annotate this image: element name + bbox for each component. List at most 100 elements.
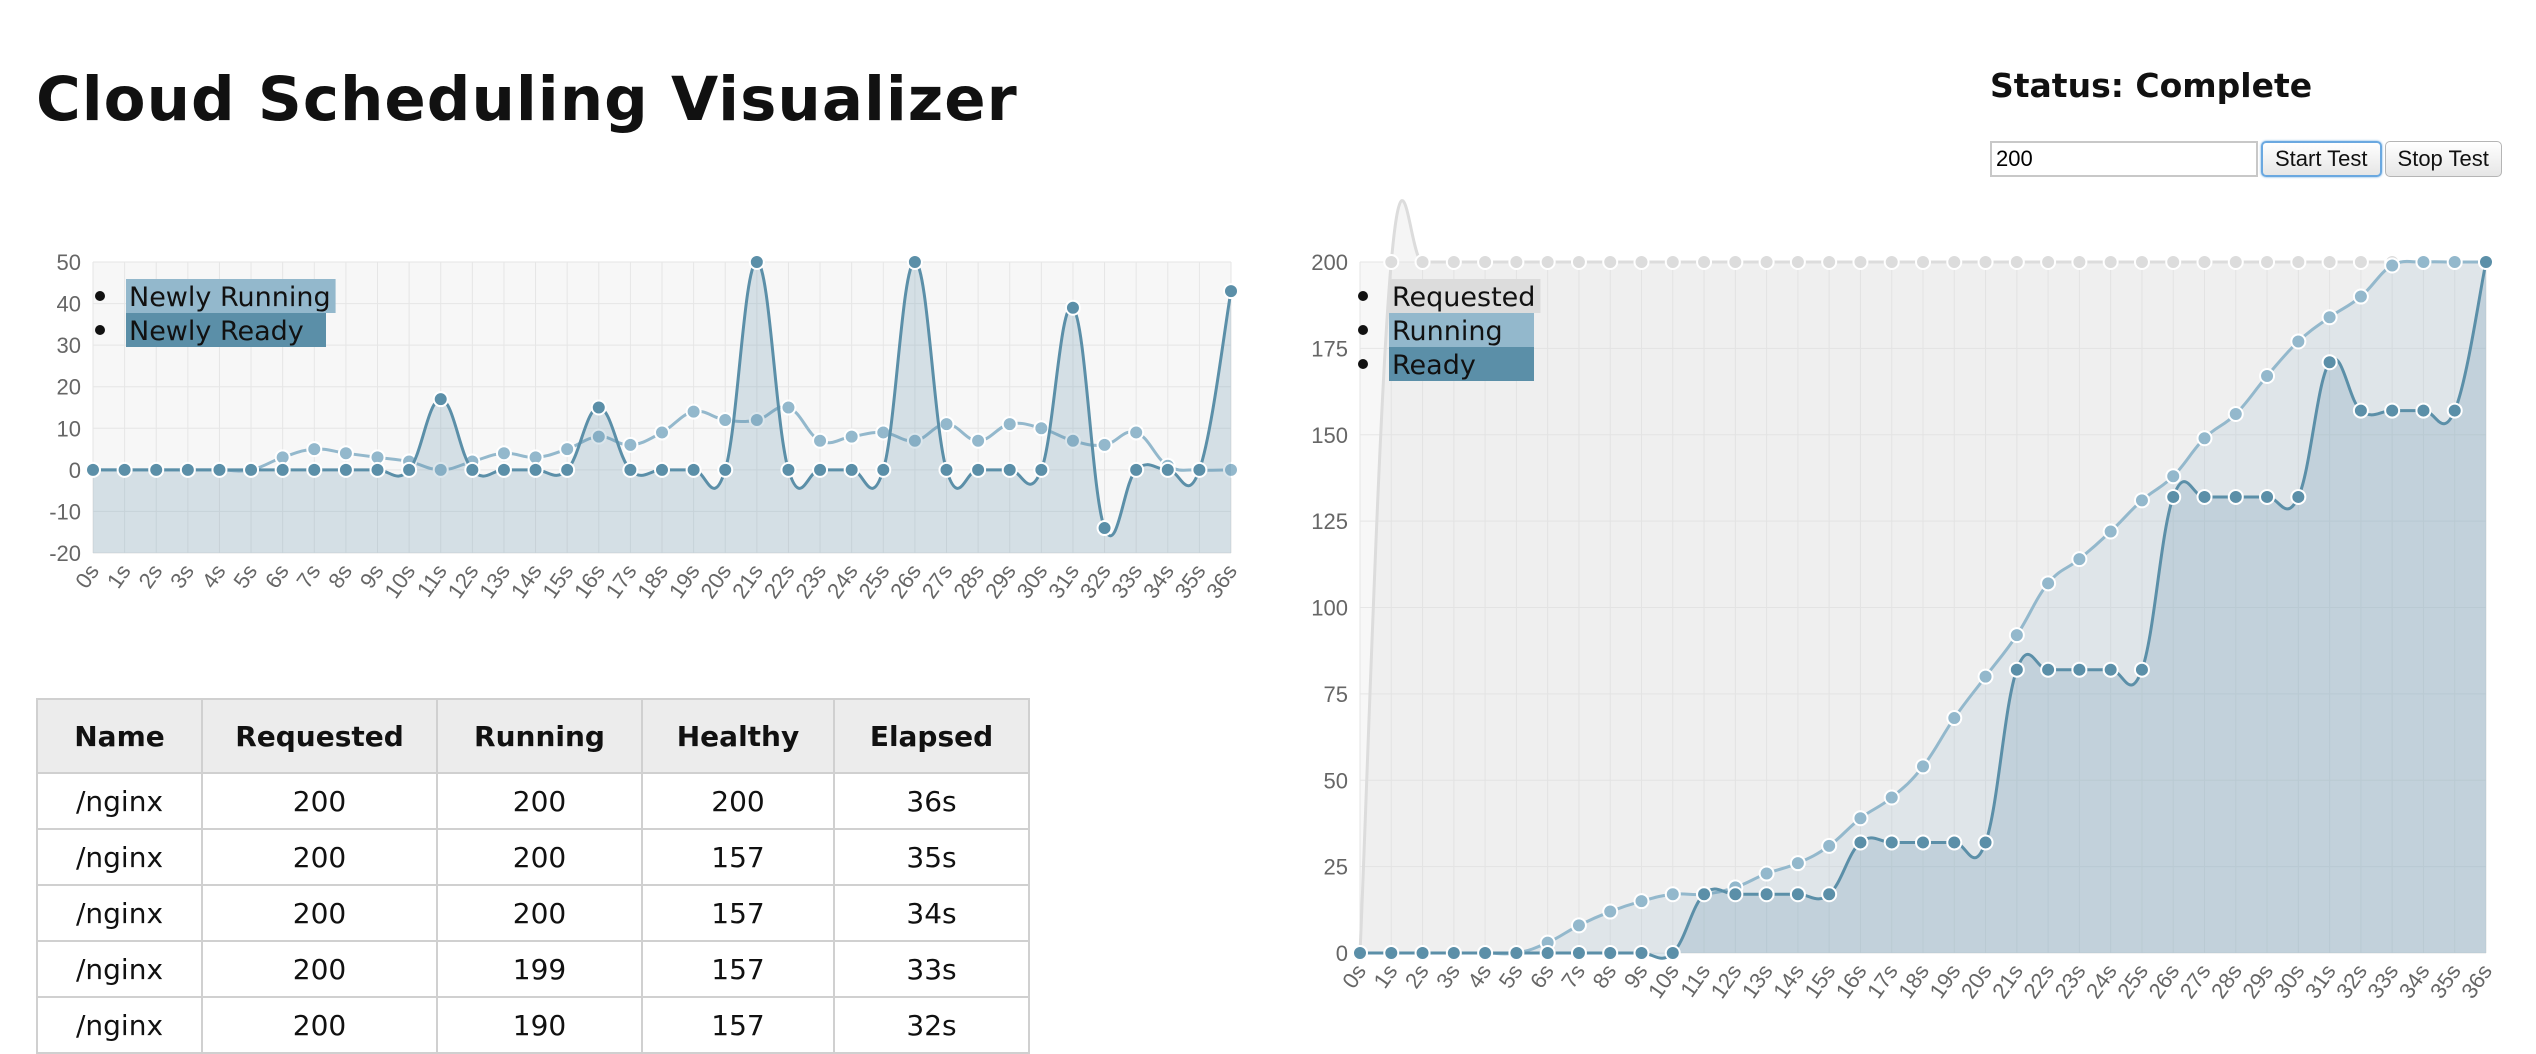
cell-requested: 200 xyxy=(201,996,438,1054)
data-point-newly-running xyxy=(559,441,576,458)
data-point-running xyxy=(2165,468,2182,485)
data-point-ready xyxy=(1789,886,1806,903)
data-point-running xyxy=(2102,523,2119,540)
data-point-ready xyxy=(1539,945,1556,961)
data-point-requested xyxy=(2196,254,2213,270)
data-point-newly-ready xyxy=(1064,299,1081,316)
data-point-newly-ready xyxy=(85,461,101,478)
data-point-running xyxy=(1758,865,1775,882)
series-area-requested xyxy=(1360,200,2486,954)
data-point-newly-ready xyxy=(337,461,354,478)
data-point-ready xyxy=(2478,254,2494,270)
data-point-running xyxy=(2133,492,2150,509)
column-header-healthy: Healthy xyxy=(641,698,835,774)
cell-requested: 200 xyxy=(201,940,438,998)
data-point-newly-running xyxy=(1064,432,1081,449)
app-title: Cloud Scheduling Visualizer xyxy=(36,64,1018,135)
data-point-running xyxy=(2008,627,2025,644)
cell-healthy: 200 xyxy=(641,772,835,830)
cell-running: 200 xyxy=(436,884,643,942)
data-point-ready xyxy=(1633,945,1650,961)
data-point-running xyxy=(1664,886,1681,903)
data-point-newly-running xyxy=(1128,424,1145,441)
x-tick-label: 27s xyxy=(917,560,958,603)
cumulative-chart: 02550751001251501752000s1s2s3s4s5s6s7s8s… xyxy=(1311,199,2497,1003)
x-tick-label: 21s xyxy=(1987,960,2028,1003)
column-header-name: Name xyxy=(36,698,203,774)
data-point-ready xyxy=(2352,402,2369,419)
data-point-newly-running xyxy=(337,445,354,462)
data-point-requested xyxy=(1633,254,1650,270)
stop-test-button[interactable]: Stop Test xyxy=(2384,141,2502,177)
data-point-newly-running xyxy=(1001,416,1018,433)
data-point-requested xyxy=(2165,254,2182,270)
table-row: /nginx 200 200 200 36s xyxy=(36,772,1030,830)
data-point-requested xyxy=(2290,254,2307,270)
x-tick-label: 12s xyxy=(443,560,484,603)
runs-table: Name Requested Running Healthy Elapsed /… xyxy=(36,698,1030,1054)
data-point-newly-ready xyxy=(179,461,196,478)
series-area-newly-ready xyxy=(93,262,1231,553)
data-point-newly-ready xyxy=(1001,461,1018,478)
x-tick-label: 4s xyxy=(1462,960,1496,993)
y-tick-label: 75 xyxy=(1324,682,1348,707)
y-tick-label: 0 xyxy=(1336,941,1348,966)
x-tick-label: 33s xyxy=(1106,560,1147,603)
data-point-newly-running xyxy=(1223,461,1239,478)
data-point-newly-ready xyxy=(1191,461,1208,478)
data-point-requested xyxy=(1915,254,1931,270)
data-point-ready xyxy=(1414,945,1431,961)
data-point-newly-ready xyxy=(938,461,955,478)
data-point-newly-running xyxy=(1033,420,1050,437)
data-point-ready xyxy=(2040,661,2057,678)
x-tick-label: 25s xyxy=(854,560,895,603)
data-point-newly-ready xyxy=(875,461,892,478)
data-point-ready xyxy=(1383,945,1400,961)
cell-requested: 200 xyxy=(201,772,438,830)
data-point-newly-running xyxy=(1096,436,1113,453)
cell-name: /nginx xyxy=(36,940,203,998)
y-tick-label: 150 xyxy=(1311,423,1348,448)
data-point-newly-ready xyxy=(590,399,607,416)
data-point-newly-ready xyxy=(495,461,512,478)
column-header-elapsed: Elapsed xyxy=(833,698,1030,774)
data-point-running xyxy=(2040,575,2057,592)
data-point-newly-ready xyxy=(274,461,291,478)
data-point-newly-running xyxy=(432,461,449,478)
delta-chart: -20-10010203040500s1s2s3s4s5s6s7s8s9s10s… xyxy=(49,250,1242,603)
y-tick-label: 25 xyxy=(1324,855,1348,880)
data-point-running xyxy=(1852,810,1869,827)
data-point-ready xyxy=(1883,834,1900,851)
series-line-requested xyxy=(1358,199,2486,954)
legend-item: Ready xyxy=(1392,350,1476,381)
legend-swatch xyxy=(1389,313,1534,347)
data-point-ready xyxy=(2071,661,2088,678)
data-point-ready xyxy=(1852,834,1869,851)
data-point-ready xyxy=(1821,886,1838,903)
series-line-ready xyxy=(1360,261,2488,960)
x-tick-label: 15s xyxy=(537,560,578,603)
data-point-ready xyxy=(1570,945,1587,961)
legend-swatch xyxy=(1389,347,1534,381)
data-point-requested xyxy=(1414,254,1431,270)
table-row: /nginx 200 200 157 35s xyxy=(36,828,1030,886)
data-point-newly-running xyxy=(906,432,923,449)
data-point-requested xyxy=(1570,254,1587,270)
start-test-button[interactable]: Start Test xyxy=(2261,141,2382,177)
data-point-requested xyxy=(1758,254,1775,270)
data-point-ready xyxy=(1696,886,1713,903)
data-point-newly-ready xyxy=(464,461,481,478)
x-tick-label: 33s xyxy=(2362,960,2403,1003)
x-tick-label: 13s xyxy=(1737,960,1778,1003)
data-point-newly-running xyxy=(495,445,512,462)
data-point-requested xyxy=(2352,254,2369,270)
data-point-newly-ready xyxy=(432,391,449,408)
data-point-running xyxy=(2384,257,2401,274)
data-point-requested xyxy=(1445,254,1462,270)
data-point-running xyxy=(2321,309,2338,326)
instance-count-input[interactable] xyxy=(1990,141,2258,177)
x-tick-label: 26s xyxy=(2143,960,2184,1003)
cell-name: /nginx xyxy=(36,828,203,886)
cell-healthy: 157 xyxy=(641,940,835,998)
y-tick-label: 125 xyxy=(1311,509,1348,534)
